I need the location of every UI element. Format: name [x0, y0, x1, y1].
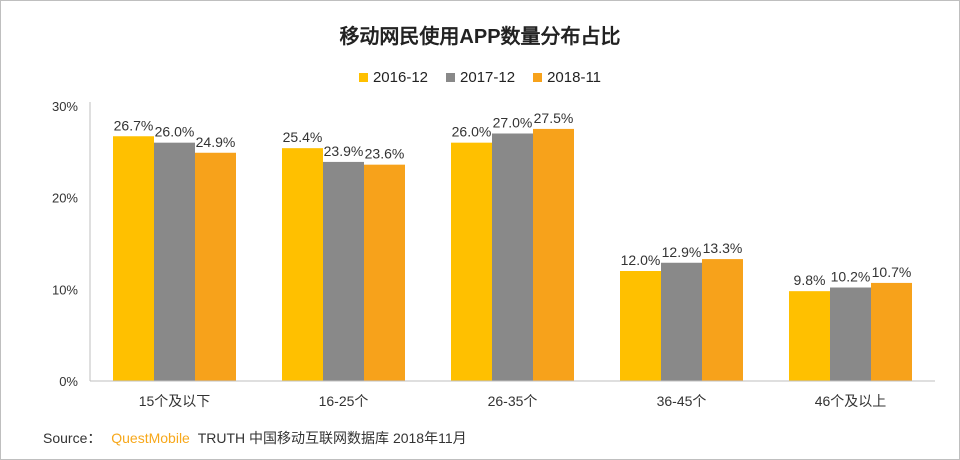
bar-2017-12-1: [323, 161, 364, 381]
y-tick-label: 20%: [52, 191, 78, 206]
bar-value-label: 13.3%: [703, 240, 743, 256]
bar-2016-12-2: [451, 142, 492, 381]
legend-label: 2017-12: [460, 69, 516, 86]
legend-item-2: 2018-11: [533, 69, 601, 86]
source-note: Source： QuestMobile TRUTH 中国移动互联网数据库 201…: [43, 428, 467, 448]
bar-value-label: 23.6%: [365, 146, 405, 162]
bar-value-label: 26.0%: [452, 124, 492, 140]
bar-value-label: 24.9%: [196, 134, 236, 150]
bar-2018-11-0: [195, 152, 236, 381]
bar-value-label: 9.8%: [794, 272, 826, 288]
bar-2016-12-0: [113, 136, 154, 381]
bar-value-label: 25.4%: [283, 129, 323, 145]
source-brand: QuestMobile: [111, 430, 190, 446]
bar-2017-12-2: [492, 133, 533, 381]
bar-2018-11-1: [364, 164, 405, 381]
bar-2017-12-4: [830, 287, 871, 381]
bar-2018-11-3: [702, 259, 743, 381]
bar-2017-12-3: [661, 262, 702, 381]
bar-2016-12-1: [282, 148, 323, 381]
x-category-label: 36-45个: [657, 393, 707, 409]
x-category-label: 26-35个: [488, 393, 538, 409]
legend-item-1: 2017-12: [446, 69, 515, 86]
bar-2016-12-4: [789, 291, 830, 381]
bar-value-label: 10.7%: [872, 264, 912, 280]
legend: 2016-12 2017-12 2018-11: [0, 69, 960, 86]
y-tick-label: 30%: [52, 99, 78, 114]
legend-swatch: [358, 73, 368, 82]
bar-value-label: 23.9%: [324, 143, 364, 159]
legend-label: 2016-12: [372, 69, 429, 86]
bar-2018-11-4: [871, 282, 912, 381]
chart-title: 移动网民使用APP数量分布占比: [339, 26, 621, 48]
bar-value-label: 27.5%: [534, 110, 574, 126]
bar-2016-12-3: [620, 271, 661, 381]
legend-item-0: 2016-12: [358, 69, 429, 86]
source-prefix: Source：: [43, 430, 102, 446]
bar-value-label: 12.9%: [662, 244, 702, 260]
bar-value-label: 10.2%: [831, 269, 871, 285]
source-description: TRUTH 中国移动互联网数据库 2018年11月: [197, 430, 467, 446]
y-tick-label: 0%: [59, 374, 78, 389]
x-category-label: 16-25个: [319, 393, 369, 409]
bar-2018-11-2: [533, 128, 574, 381]
bar-value-label: 12.0%: [621, 252, 661, 268]
legend-swatch: [446, 73, 456, 82]
bar-2017-12-0: [154, 142, 195, 381]
bar-value-label: 27.0%: [493, 115, 533, 131]
y-tick-label: 10%: [52, 282, 78, 297]
legend-label: 2018-11: [547, 69, 602, 86]
bar-value-label: 26.7%: [114, 117, 154, 133]
legend-swatch: [533, 73, 543, 82]
bar-value-label: 26.0%: [155, 124, 195, 140]
x-category-label: 46个及以上: [815, 393, 887, 409]
x-category-label: 15个及以下: [139, 393, 211, 409]
